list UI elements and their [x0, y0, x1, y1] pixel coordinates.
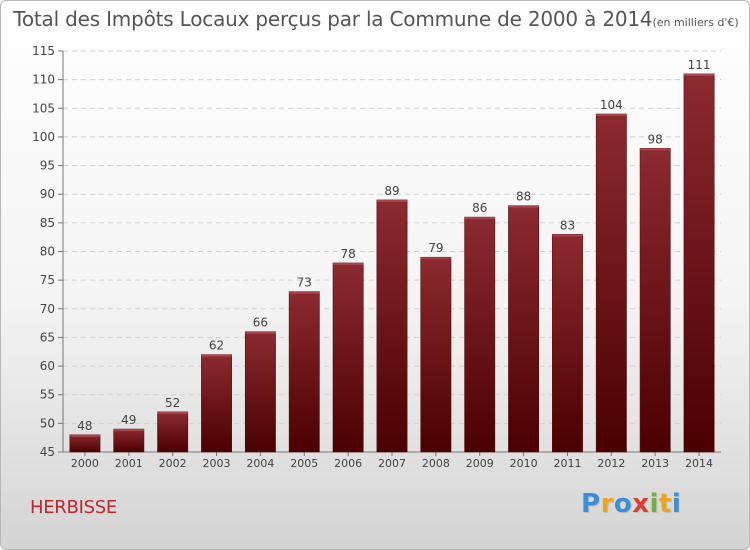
x-tick-label: 2013: [641, 457, 669, 470]
commune-name: HERBISSE: [30, 497, 117, 518]
y-tick-label: 60: [40, 359, 55, 373]
bar-value-label: 79: [428, 241, 443, 255]
logo-letter: o: [613, 489, 633, 519]
y-tick-label: 90: [40, 187, 55, 201]
x-tick-label: 2000: [71, 457, 99, 470]
chart-title: Total des Impôts Locaux perçus par la Co…: [1, 7, 749, 31]
bar-value-label: 88: [516, 190, 531, 204]
y-tick-label: 80: [40, 245, 55, 259]
bar: [244, 331, 276, 453]
y-tick-label: 110: [32, 73, 55, 87]
bar-value-label: 52: [165, 396, 180, 410]
bar-value-label: 89: [384, 184, 399, 198]
bar: [420, 256, 452, 453]
bar-highlight: [113, 429, 144, 432]
axes: 45 50 55 60 65 70 75 80 85 90 95 100 105 110 115 2000 20…: [32, 44, 721, 470]
bar-value-label: 98: [648, 132, 663, 146]
x-tick-label: 2004: [246, 457, 274, 470]
proxiti-logo[interactable]: Proxiti: [581, 489, 681, 519]
bar-value-label: 48: [77, 419, 92, 433]
bar: [157, 411, 189, 453]
x-tick-label: 2003: [203, 457, 231, 470]
bar-value-label: 111: [688, 58, 711, 72]
bar-value-label: 86: [472, 201, 487, 215]
y-tick-label: 95: [40, 159, 55, 173]
bar-highlight: [640, 148, 671, 151]
bar-highlight: [69, 434, 101, 437]
bar-value-label: 83: [560, 218, 575, 232]
x-tick-label: 2007: [378, 457, 406, 470]
bar-value-label: 49: [121, 413, 136, 427]
bar: [113, 428, 145, 453]
y-tick-label: 65: [40, 330, 55, 344]
bar: [552, 234, 583, 453]
bar-highlight: [508, 205, 539, 208]
y-tick-label: 105: [32, 101, 55, 115]
y-tick-label: 85: [40, 216, 55, 230]
chart-title-unit: (en milliers d'€): [652, 16, 739, 29]
x-tick-label: 2001: [115, 457, 143, 470]
bar: [683, 73, 715, 453]
x-tick-label: 2014: [685, 457, 713, 470]
bar: [332, 262, 364, 453]
bar: [69, 434, 101, 453]
bar-highlight: [332, 262, 364, 265]
data-labels: 48 49 52 62 66 73 78 89 79 86 88 83 104 98 111: [77, 58, 710, 433]
bar-highlight: [245, 331, 276, 334]
y-tick-label: 75: [40, 273, 55, 287]
bar-value-label: 66: [253, 316, 268, 330]
logo-letter: i: [649, 489, 659, 519]
chart-title-main: Total des Impôts Locaux perçus par la Co…: [13, 7, 653, 31]
logo-letter: x: [632, 489, 650, 519]
bar-value-label: 62: [209, 339, 224, 353]
y-tick-label: 70: [40, 302, 55, 316]
x-tick-label: 2008: [422, 457, 450, 470]
y-tick-label: 115: [32, 44, 55, 58]
bar-highlight: [683, 73, 715, 76]
y-tick-label: 45: [40, 445, 55, 459]
x-tick-label: 2010: [510, 457, 538, 470]
bar: [595, 113, 627, 453]
x-tick-label: 2011: [553, 457, 581, 470]
y-tick-label: 50: [40, 416, 55, 430]
bar-value-label: 73: [297, 276, 312, 290]
x-tick-label: 2005: [290, 457, 318, 470]
x-tick-label: 2006: [334, 457, 362, 470]
bar: [464, 216, 496, 453]
bar-highlight: [157, 411, 188, 414]
bar-highlight: [464, 217, 495, 220]
bar-value-label: 78: [340, 247, 355, 261]
bar-highlight: [596, 114, 627, 117]
logo-letter: i: [671, 489, 682, 519]
bar-value-label: 104: [600, 98, 623, 112]
bar: [288, 291, 320, 453]
logo-letter: t: [658, 489, 672, 519]
y-tick-label: 100: [32, 130, 55, 144]
bars: [69, 73, 715, 453]
logo-letter: r: [600, 489, 614, 519]
bar-highlight: [552, 234, 583, 237]
bar-highlight: [376, 199, 408, 202]
bar: [508, 205, 540, 453]
logo-letter: P: [581, 489, 601, 519]
x-tick-label: 2012: [597, 457, 625, 470]
bar-highlight: [201, 354, 232, 357]
x-tick-label: 2002: [159, 457, 187, 470]
bar: [201, 354, 232, 453]
y-tick-label: 55: [40, 388, 55, 402]
bar: [639, 148, 671, 453]
x-tick-label: 2009: [466, 457, 494, 470]
bar-highlight: [289, 291, 320, 294]
bar-highlight: [420, 257, 452, 260]
bar: [376, 199, 408, 453]
